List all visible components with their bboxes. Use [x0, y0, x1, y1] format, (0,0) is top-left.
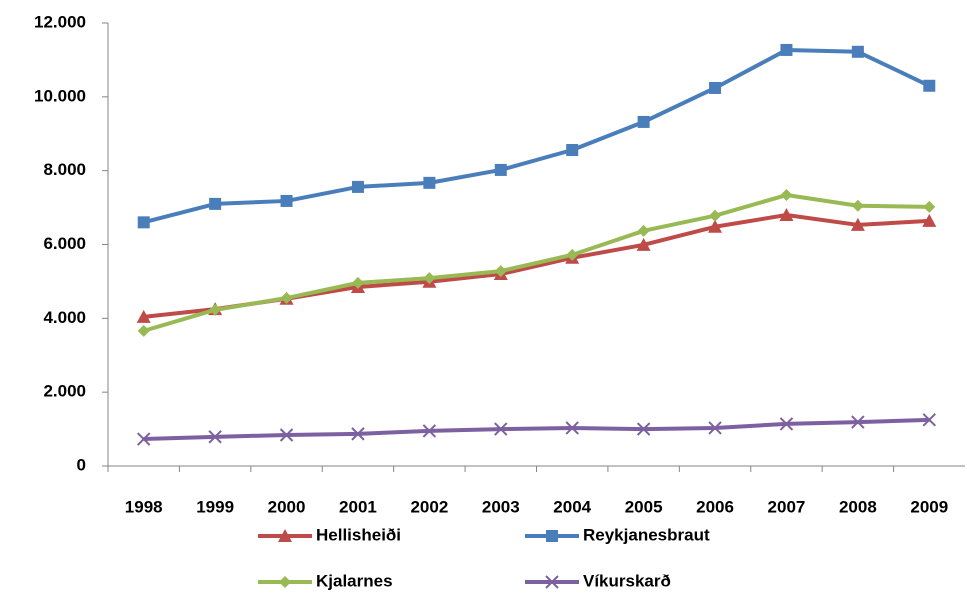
- x-tick-label: 2002: [410, 497, 448, 516]
- marker: [278, 529, 292, 542]
- marker: [922, 413, 936, 427]
- x-tick-label: 2005: [625, 497, 663, 516]
- marker: [279, 576, 291, 588]
- marker: [351, 427, 365, 441]
- marker: [565, 421, 579, 435]
- marker: [566, 143, 579, 156]
- x-tick-label: 2006: [696, 497, 734, 516]
- marker: [636, 422, 651, 436]
- legend-label: Kjalarnes: [316, 571, 393, 590]
- marker: [545, 575, 559, 589]
- marker: [208, 430, 222, 444]
- y-tick-label: 12.000: [34, 12, 86, 31]
- marker: [280, 292, 293, 305]
- marker: [779, 417, 794, 431]
- marker: [137, 324, 150, 337]
- marker: [709, 81, 722, 94]
- x-tick-label: 1999: [196, 497, 234, 516]
- legend-label: Víkurskarð: [583, 571, 671, 590]
- marker: [279, 428, 294, 442]
- marker: [923, 200, 936, 213]
- legend-label: Reykjanesbraut: [583, 525, 710, 544]
- x-tick-label: 1998: [125, 497, 163, 516]
- x-tick-label: 2003: [482, 497, 520, 516]
- y-tick-label: 4.000: [43, 308, 86, 327]
- marker: [709, 209, 722, 222]
- marker: [779, 207, 794, 221]
- series-line: [143, 47, 931, 225]
- marker: [136, 309, 151, 323]
- marker: [923, 79, 936, 92]
- marker: [708, 219, 723, 233]
- marker: [851, 45, 864, 58]
- x-tick-label: 2000: [268, 497, 306, 516]
- marker: [209, 197, 222, 210]
- marker: [708, 421, 722, 435]
- x-tick-label: 2007: [768, 497, 806, 516]
- marker: [423, 176, 436, 189]
- y-tick-label: 8.000: [43, 160, 86, 179]
- marker: [780, 189, 793, 202]
- marker: [546, 530, 558, 542]
- series-line: [143, 193, 930, 333]
- legend-label: Hellisheiði: [316, 525, 401, 544]
- marker: [280, 194, 293, 207]
- marker: [494, 163, 507, 176]
- x-tick-label: 2009: [910, 497, 948, 516]
- marker: [351, 276, 364, 289]
- y-tick-label: 10.000: [34, 86, 86, 105]
- marker: [137, 216, 150, 229]
- marker: [850, 217, 865, 231]
- x-tick-label: 2001: [339, 497, 377, 516]
- marker: [494, 265, 507, 278]
- marker: [494, 422, 508, 436]
- marker: [637, 115, 650, 128]
- marker: [137, 432, 151, 446]
- marker: [922, 213, 937, 227]
- marker: [636, 237, 651, 251]
- marker: [851, 199, 864, 212]
- marker: [780, 43, 793, 56]
- marker: [422, 424, 437, 438]
- x-tick-label: 2008: [839, 497, 877, 516]
- x-tick-label: 2004: [553, 497, 591, 516]
- marker: [423, 272, 436, 285]
- marker: [851, 415, 865, 429]
- marker: [637, 224, 650, 237]
- y-tick-label: 2.000: [43, 382, 86, 401]
- y-tick-label: 6.000: [43, 234, 86, 253]
- y-tick-label: 0: [77, 455, 86, 474]
- marker: [209, 303, 222, 316]
- marker: [566, 248, 579, 261]
- marker: [351, 180, 364, 193]
- series-line: [143, 417, 930, 442]
